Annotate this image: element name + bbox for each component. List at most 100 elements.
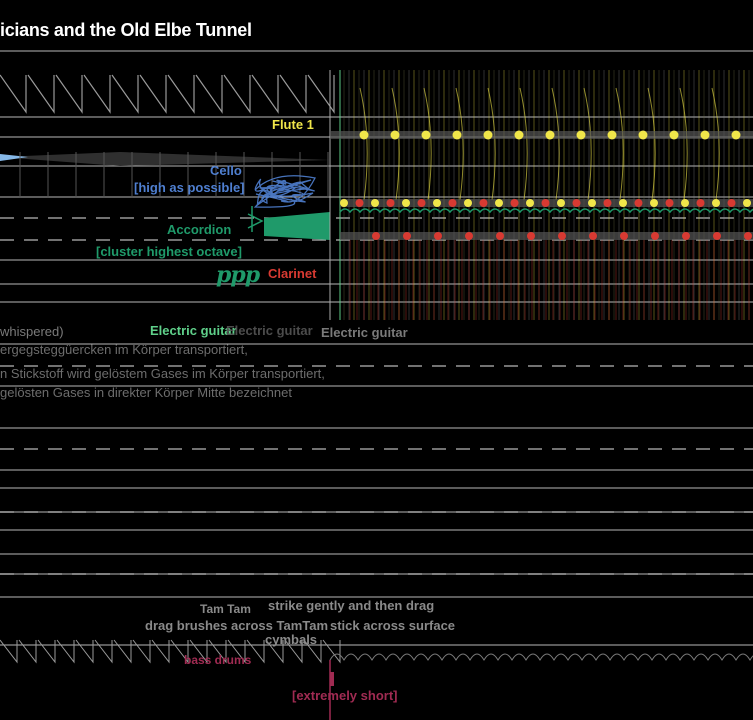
flute-note	[514, 130, 524, 140]
sawtooth-mark	[111, 74, 139, 114]
strike-instruction: strike gently and then drag	[268, 598, 435, 613]
mixed-note	[743, 199, 751, 207]
accordion-cluster	[264, 212, 330, 240]
sawtooth-mark	[151, 639, 170, 664]
flute-slur	[519, 87, 528, 201]
clarinet-note	[558, 232, 566, 240]
accordion-wave	[339, 208, 753, 214]
flute-slur	[455, 87, 464, 201]
accordion-label: Accordion	[167, 222, 232, 237]
sawtooth-mark	[195, 74, 223, 114]
flute-note	[421, 130, 431, 140]
clarinet-band	[340, 232, 753, 240]
mixed-note	[665, 199, 674, 207]
clarinet-note	[620, 232, 628, 240]
flute-slur	[391, 87, 400, 201]
mixed-note	[727, 199, 736, 207]
mixed-note	[619, 199, 627, 207]
voice-whispered-label: whispered)	[0, 324, 64, 339]
mixed-note	[588, 199, 596, 207]
sawtooth-mark	[170, 639, 189, 664]
mixed-note	[340, 199, 348, 207]
clarinet-note	[527, 232, 535, 240]
clarinet-note	[372, 232, 380, 240]
mixed-note	[650, 199, 658, 207]
flute-note	[607, 130, 617, 140]
clarinet-note	[496, 232, 504, 240]
flute-label: Flute 1	[272, 117, 314, 132]
clarinet-note	[651, 232, 659, 240]
sawtooth-mark	[227, 639, 246, 664]
mixed-note	[541, 199, 550, 207]
sawtooth-mark	[75, 639, 94, 664]
sawtooth-mark	[303, 639, 322, 664]
sawtooth-mark	[94, 639, 113, 664]
mixed-note	[386, 199, 395, 207]
accordion-hairpin	[247, 213, 264, 229]
stick-instruction: stick across surface	[330, 618, 456, 633]
sawtooth-mark	[189, 639, 208, 664]
electric-guitar-label-ghost: Electric guitar	[226, 323, 313, 338]
flute-slur	[679, 87, 688, 201]
bass-drum-hit	[330, 672, 334, 686]
mixed-note	[448, 199, 457, 207]
mixed-note	[479, 199, 488, 207]
clarinet-note	[465, 232, 473, 240]
sawtooth-mark	[0, 74, 27, 114]
sawtooth-mark	[113, 639, 132, 664]
cello-wedge	[0, 152, 330, 166]
tam-tam-label: Tam Tam	[200, 602, 251, 616]
mixed-note	[681, 199, 689, 207]
mixed-note	[417, 199, 426, 207]
sawtooth-mark	[132, 639, 151, 664]
sawtooth-mark	[0, 639, 18, 664]
clarinet-label: Clarinet	[268, 266, 317, 281]
voice-text-line-3: gelösten Gases in direkter Körper Mitte …	[0, 385, 292, 400]
flute-note	[700, 130, 710, 140]
flute-note	[545, 130, 555, 140]
clarinet-note	[403, 232, 411, 240]
sawtooth-mark	[167, 74, 195, 114]
sawtooth-mark	[265, 639, 284, 664]
flute-slur	[711, 87, 720, 201]
sawtooth-mark	[55, 74, 83, 114]
accordion-instruction: [cluster highest octave]	[96, 244, 242, 259]
cello-instruction: [high as possible]	[134, 180, 245, 195]
sawtooth-mark	[223, 74, 251, 114]
clarinet-note	[434, 232, 442, 240]
tremolo-wave	[329, 653, 753, 661]
sawtooth-mark	[307, 74, 335, 114]
mixed-note	[712, 199, 720, 207]
flute-note	[669, 130, 679, 140]
mixed-note	[371, 199, 379, 207]
mixed-note	[402, 199, 410, 207]
sawtooth-mark	[37, 639, 56, 664]
flute-slur	[647, 87, 656, 201]
sawtooth-mark	[284, 639, 303, 664]
mixed-note	[603, 199, 612, 207]
flute-note	[638, 130, 648, 140]
mixed-note	[510, 199, 519, 207]
page-title: icians and the Old Elbe Tunnel	[0, 20, 252, 40]
clarinet-note	[682, 232, 690, 240]
flute-slur	[615, 87, 624, 201]
sawtooth-mark	[18, 639, 37, 664]
short-instruction: [extremely short]	[292, 688, 398, 703]
flute-note	[359, 130, 369, 140]
mixed-note	[634, 199, 643, 207]
sawtooth-mark	[322, 639, 341, 664]
mixed-note	[696, 199, 705, 207]
flute-note	[731, 130, 741, 140]
sawtooth-mark	[83, 74, 111, 114]
cymbals-label: cymbals	[265, 632, 318, 647]
electric-guitar-label: Electric guitar	[150, 323, 237, 338]
flute-slur	[487, 87, 496, 201]
dynamic-marking: ppp	[216, 262, 260, 288]
cello-wedge-tip	[0, 154, 28, 161]
mixed-note	[433, 199, 441, 207]
flute-note	[452, 130, 462, 140]
flute-note	[576, 130, 586, 140]
sawtooth-mark	[246, 639, 265, 664]
flute-slur	[423, 87, 432, 201]
